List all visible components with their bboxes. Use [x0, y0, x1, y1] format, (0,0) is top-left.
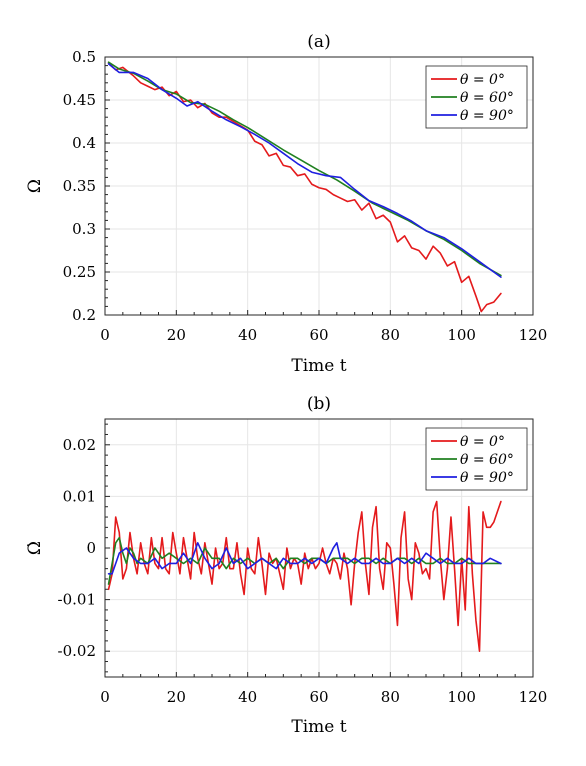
y-tick-label: 0.35: [63, 177, 96, 195]
series-line-0: [107, 500, 502, 652]
y-tick-label: -0.02: [58, 642, 96, 660]
series-line-0: [107, 62, 502, 313]
y-tick-label: 0: [86, 539, 96, 557]
series-line-2: [107, 63, 502, 278]
y-tick-label: -0.01: [58, 591, 96, 609]
y-tick-label: 0.01: [63, 487, 96, 505]
series-line-2: [107, 542, 502, 575]
x-tick-label: 60: [309, 688, 328, 706]
x-tick-label: 100: [447, 326, 476, 344]
x-tick-label: 60: [309, 326, 328, 344]
legend-label-1: θ = 60°: [460, 452, 514, 468]
series-group: [107, 500, 502, 652]
legend-label-0: θ = 0°: [460, 434, 505, 450]
legend-label-1: θ = 60°: [460, 90, 514, 106]
legend: θ = 0° θ = 60° θ = 90°: [425, 65, 528, 129]
x-tick-label: 20: [167, 688, 186, 706]
x-tick-label: 100: [447, 688, 476, 706]
legend-label-2: θ = 90°: [460, 108, 514, 124]
y-tick-label: 0.3: [72, 220, 96, 238]
legend-label-0: θ = 0°: [460, 72, 505, 88]
y-axis-title: Ω̇: [25, 541, 45, 555]
x-axis-title: Time t: [291, 717, 346, 737]
y-tick-label: 0.4: [72, 134, 96, 152]
series-line-1: [107, 536, 502, 585]
x-tick-label: 20: [167, 326, 186, 344]
x-tick-label: 40: [238, 688, 257, 706]
y-tick-label: 0.02: [63, 436, 96, 454]
panel-title: (a): [307, 32, 330, 52]
x-tick-label: 0: [100, 688, 110, 706]
x-tick-label: 80: [381, 688, 400, 706]
plot-frame: [104, 418, 534, 678]
x-tick-label: 0: [100, 326, 110, 344]
y-tick-label: 0.45: [63, 91, 96, 109]
legend: θ = 0° θ = 60° θ = 90°: [425, 427, 528, 491]
legend-label-2: θ = 90°: [460, 470, 514, 486]
panel-a: 0 20 40 60 80 100 120 0.2 0.25 0.3 0.35 0.4 0.45 0.5 (…: [25, 32, 547, 376]
y-tick-label: 0.25: [63, 263, 96, 281]
x-tick-label: 120: [519, 326, 548, 344]
series-group: [107, 61, 502, 313]
plot-frame: [104, 56, 534, 316]
x-tick-label: 40: [238, 326, 257, 344]
y-tick-label: 0.5: [72, 48, 96, 66]
panel-b: 0 20 40 60 80 100 120 -0.02 -0.01 0 0.01 0.02 (b) Tim…: [25, 394, 547, 737]
panel-title: (b): [307, 394, 331, 414]
y-axis-title: Ω: [25, 179, 45, 193]
x-tick-label: 80: [381, 326, 400, 344]
x-tick-label: 120: [519, 688, 548, 706]
x-axis-title: Time t: [291, 356, 346, 376]
y-tick-label: 0.2: [72, 306, 96, 324]
